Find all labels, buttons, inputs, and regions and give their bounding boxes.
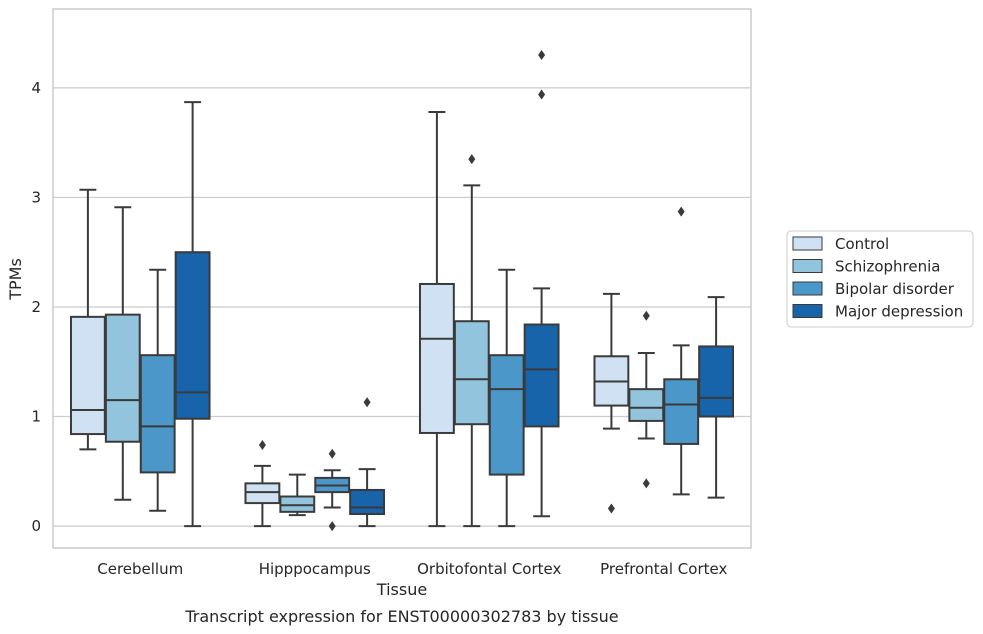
box-group <box>104 206 141 501</box>
outlier-point <box>258 440 266 451</box>
box-iqr <box>69 315 106 436</box>
outlier-point <box>538 50 546 61</box>
box-iqr <box>279 495 316 513</box>
box-iqr <box>139 354 176 474</box>
box-group <box>418 110 455 528</box>
legend-frame <box>786 230 974 328</box>
legend-label: Major depression <box>835 303 963 321</box>
outlier-point <box>328 448 336 459</box>
box-iqr <box>488 354 525 476</box>
box-iqr <box>628 388 665 422</box>
legend-label: Schizophrenia <box>835 258 940 276</box>
box-iqr <box>244 482 281 505</box>
box-iqr <box>104 313 141 443</box>
box-group <box>174 101 211 528</box>
outlier-point <box>538 89 546 100</box>
x-tick-label: Hipppocampus <box>259 560 371 578</box>
outlier-point <box>363 397 371 408</box>
y-tick-label: 1 <box>31 408 41 426</box>
box-groups <box>69 50 735 532</box>
box-group <box>314 448 351 532</box>
box-group <box>139 268 176 512</box>
legend-swatch <box>792 259 823 273</box>
box-iqr <box>523 323 560 428</box>
box-group <box>453 154 490 528</box>
box-group <box>663 206 700 496</box>
legend-items: Control Schizophrenia Bipolar disorder Majo… <box>792 235 963 321</box>
box-group <box>69 188 106 451</box>
box-group <box>698 296 735 499</box>
legend-label: Bipolar disorder <box>835 280 955 298</box>
outlier-point <box>642 478 650 489</box>
box-group <box>349 397 386 528</box>
box-iqr <box>349 488 386 516</box>
chart-caption: Transcript expression for ENST0000030278… <box>184 607 618 626</box>
box-group <box>244 440 281 528</box>
box-iqr <box>174 251 211 420</box>
box-iqr <box>418 282 455 434</box>
outlier-point <box>468 154 476 165</box>
box-group <box>488 268 525 528</box>
box-group <box>593 292 630 514</box>
legend-swatch <box>792 236 823 251</box>
y-axis-ticks: 0 1 2 3 4 <box>31 79 41 535</box>
x-axis-title: Tissue <box>376 580 427 599</box>
legend-swatch <box>792 304 823 318</box>
outlier-point <box>642 310 650 321</box>
box-iqr <box>698 345 735 418</box>
box-iqr <box>453 320 490 426</box>
x-tick-label: Prefrontal Cortex <box>600 560 727 578</box>
y-axis-title: TPMs <box>6 258 25 301</box>
legend: Control Schizophrenia Bipolar disorder Majo… <box>786 230 974 328</box>
outlier-point <box>328 521 336 532</box>
y-tick-label: 0 <box>31 517 41 535</box>
legend-label: Control <box>835 235 889 253</box>
box-group <box>628 310 665 489</box>
y-tick-label: 2 <box>31 298 41 316</box>
legend-swatch <box>792 281 823 296</box>
box-group <box>523 50 560 518</box>
x-axis-ticks: Cerebellum Hipppocampus Orbitofontal Corte… <box>97 560 727 578</box>
y-tick-label: 4 <box>31 79 41 97</box>
y-tick-label: 3 <box>31 188 41 206</box>
box-group <box>279 473 316 517</box>
x-tick-label: Cerebellum <box>97 560 183 578</box>
box-iqr <box>663 378 700 445</box>
outlier-point <box>677 206 685 217</box>
x-tick-label: Orbitofontal Cortex <box>417 560 561 578</box>
outlier-point <box>607 503 615 514</box>
